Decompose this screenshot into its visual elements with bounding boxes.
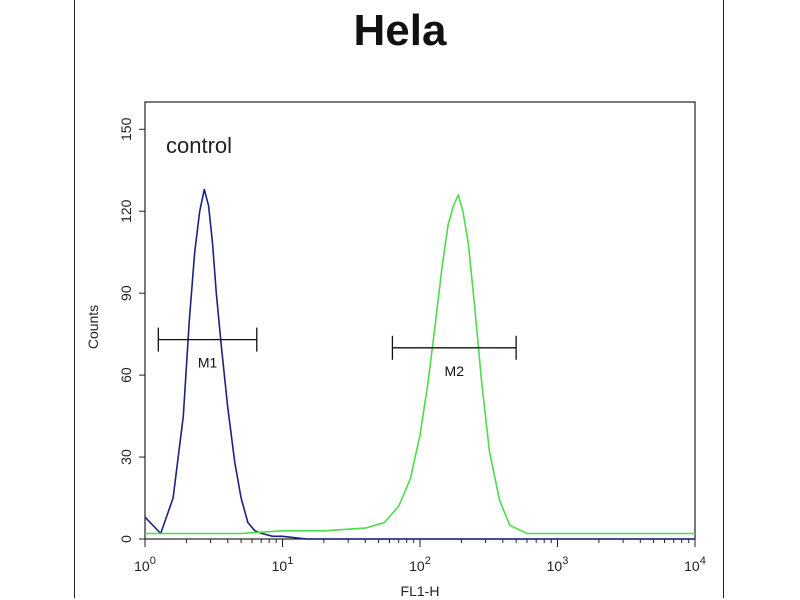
x-tick-label-0: 100 <box>134 555 156 574</box>
x-axis-label: FL1-H <box>401 583 440 599</box>
control-annotation: control <box>166 133 232 158</box>
y-axis-label: Counts <box>85 305 101 349</box>
plot-area <box>144 101 696 540</box>
y-tick-label-0: 0 <box>118 535 134 543</box>
x-tick-label-3: 103 <box>547 555 569 574</box>
y-tick-label-60: 60 <box>118 367 134 383</box>
m2-label: M2 <box>445 363 465 379</box>
marker-layer: M1 M2 <box>157 327 517 379</box>
figure-frame <box>74 0 724 598</box>
series-layer <box>144 188 695 540</box>
chart-title: Hela <box>353 6 447 55</box>
y-tick-label-30: 30 <box>118 449 134 465</box>
y-tick-label-90: 90 <box>118 285 134 301</box>
series-line-0 <box>144 188 695 540</box>
y-tick-label-150: 150 <box>118 117 134 141</box>
x-tick-label-4: 104 <box>684 555 706 574</box>
x-tick-label-1: 101 <box>272 555 294 574</box>
series-line-1 <box>145 194 695 535</box>
m1-label: M1 <box>198 355 218 371</box>
axis-ticks: 0 30 60 90 120 150 100 101 102 103 104 <box>118 117 706 574</box>
x-tick-label-2: 102 <box>409 555 431 574</box>
y-tick-label-120: 120 <box>118 199 134 223</box>
